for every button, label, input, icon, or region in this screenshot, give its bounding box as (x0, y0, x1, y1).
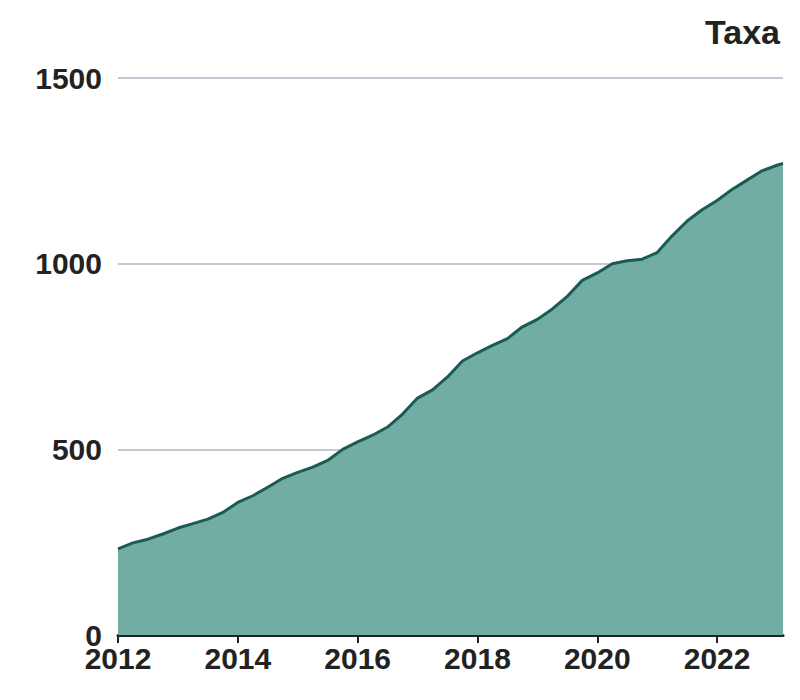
svg-text:0: 0 (85, 618, 102, 652)
svg-text:2012: 2012 (85, 642, 152, 675)
svg-text:2016: 2016 (324, 642, 391, 675)
svg-text:Taxa: Taxa (705, 13, 781, 51)
svg-text:2022: 2022 (684, 642, 751, 675)
svg-text:500: 500 (52, 433, 102, 466)
svg-text:2018: 2018 (444, 642, 511, 675)
svg-text:1500: 1500 (35, 62, 102, 95)
svg-text:2020: 2020 (564, 642, 631, 675)
svg-text:1000: 1000 (35, 247, 102, 280)
svg-text:2014: 2014 (204, 642, 271, 675)
